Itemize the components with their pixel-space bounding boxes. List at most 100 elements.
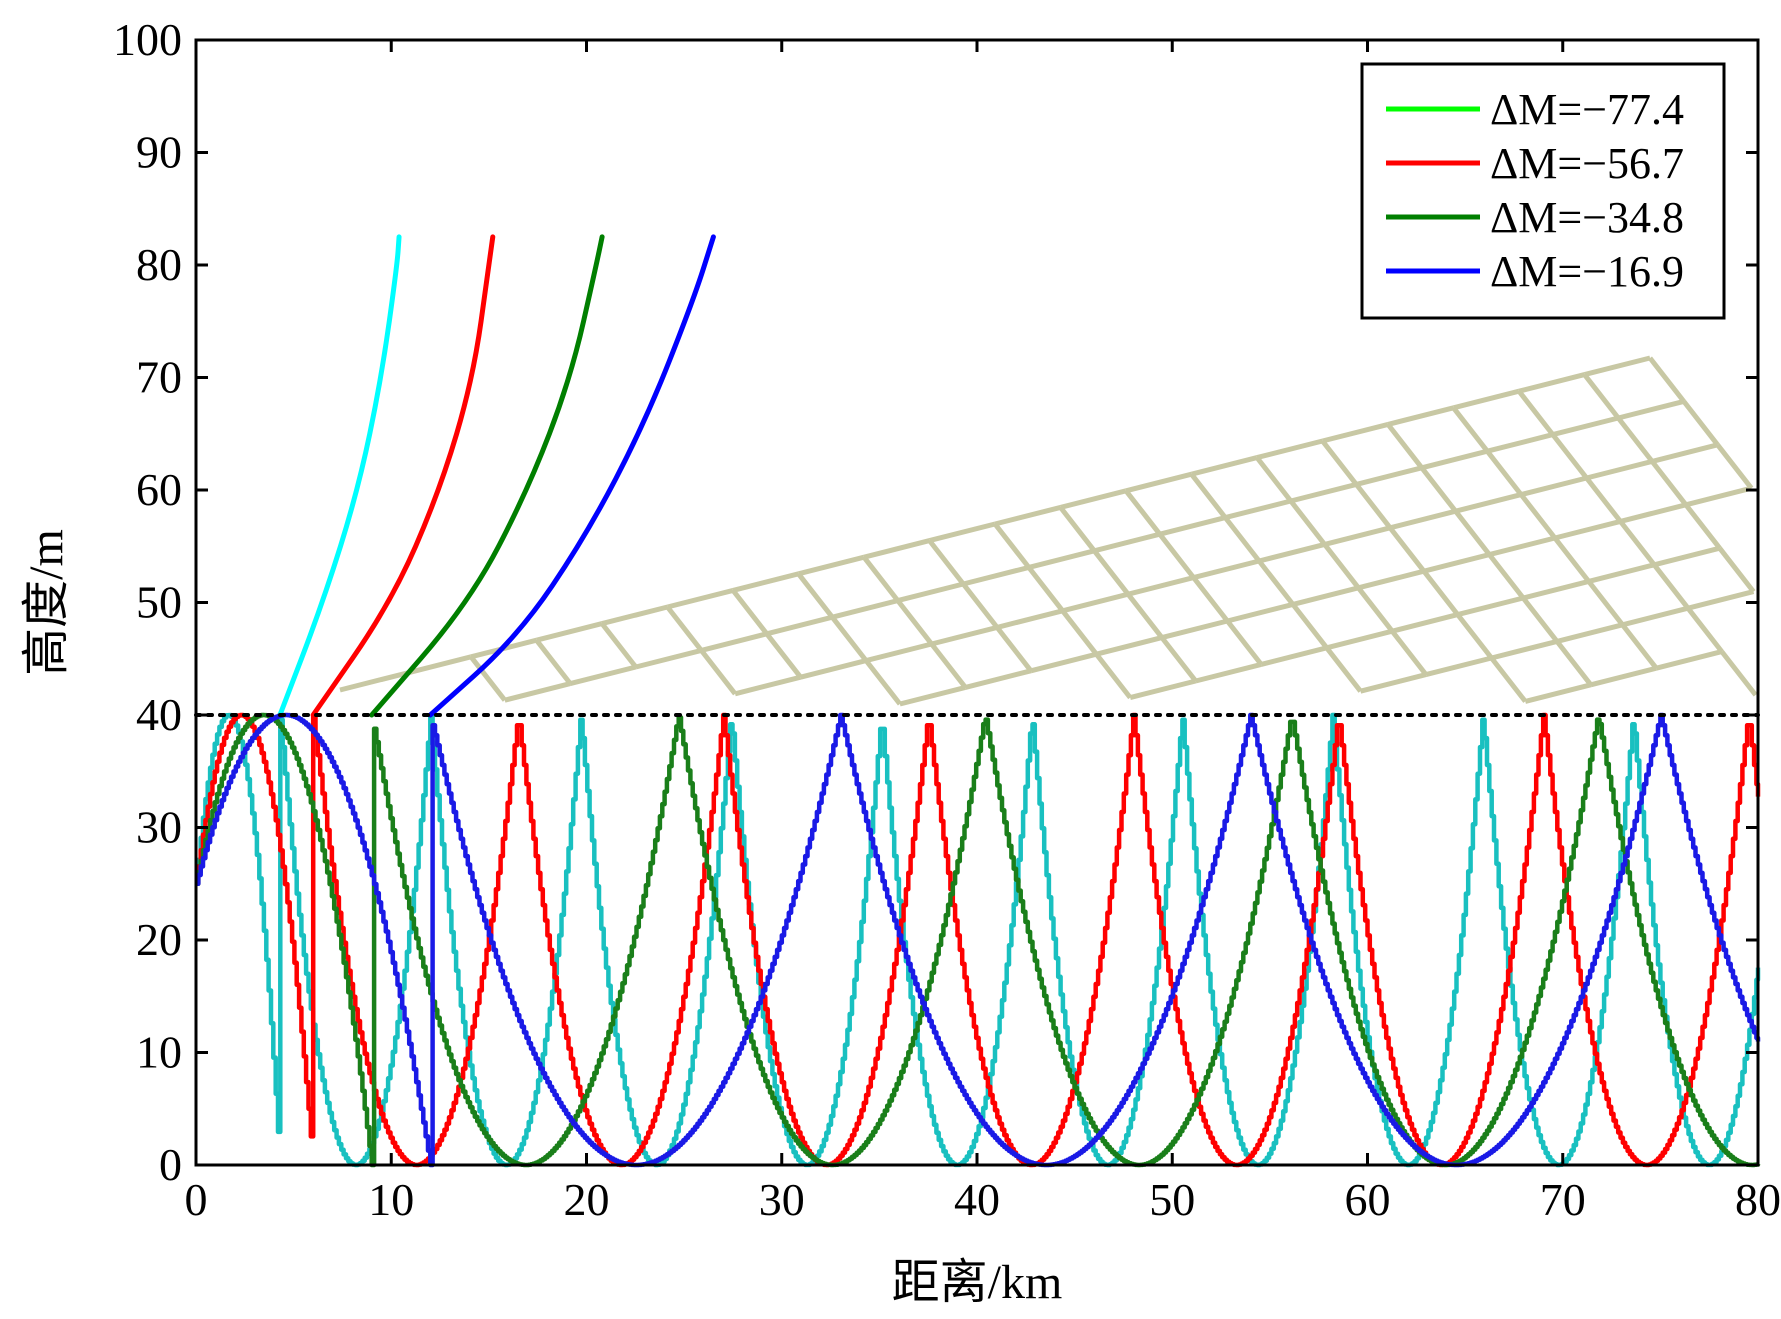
grid-overlay-segment <box>927 539 966 586</box>
grid-overlay-segment <box>964 668 1032 690</box>
grid-overlay-segment <box>930 624 998 647</box>
grid-overlay-segment <box>928 521 996 544</box>
y-tick-label: 90 <box>136 127 182 178</box>
grid-overlay-segment <box>1061 591 1129 614</box>
grid-overlay-segment <box>1127 575 1195 597</box>
grid-overlay-segment <box>1616 416 1655 463</box>
grid-overlay-segment <box>1584 476 1623 523</box>
grid-overlay-segment <box>996 608 1064 630</box>
grid-overlay-segment <box>1390 629 1428 677</box>
grid-overlay-segment <box>1093 531 1161 554</box>
grid-overlay-segment <box>1190 455 1258 477</box>
grid-overlay-segment <box>534 638 573 686</box>
grid-overlay-segment <box>1590 665 1657 688</box>
grid-overlay-segment <box>1555 639 1593 687</box>
x-tick-label: 30 <box>759 1174 805 1225</box>
x-tick-label: 80 <box>1735 1174 1781 1225</box>
grid-overlay-segment <box>1290 602 1329 650</box>
grid-overlay-segment <box>635 647 702 670</box>
series-1-escape-path <box>310 234 496 718</box>
legend-label: ΔM=−16.9 <box>1490 247 1684 296</box>
grid-overlay-segment <box>469 655 507 702</box>
grid-overlay-segment <box>1550 433 1589 480</box>
grid-overlay-segment <box>1652 563 1690 610</box>
grid-overlay-segment <box>1355 465 1423 487</box>
grid-overlay-segment <box>1452 388 1520 411</box>
legend: ΔM=−77.4 ΔM=−56.7 ΔM=−34.8 ΔM=−16.9 <box>1360 62 1726 320</box>
grid-overlay-segment <box>1519 493 1557 540</box>
grid-overlay-segment <box>895 599 934 646</box>
grid-overlay-segment <box>732 571 800 593</box>
series-2-trapped-path <box>196 712 1761 1168</box>
grid-overlay-segment <box>1321 421 1389 444</box>
series-2-escape-path <box>369 234 605 718</box>
series-3-escape-path <box>427 234 716 718</box>
y-tick-label: 50 <box>136 577 182 628</box>
x-tick-label: 40 <box>954 1174 1000 1225</box>
grid-overlay-segment <box>1517 389 1555 437</box>
grid-overlay-segment <box>1260 645 1328 667</box>
grid-overlay-segment <box>1520 475 1588 498</box>
grid-overlay-segment <box>1554 518 1622 541</box>
y-tick-label: 60 <box>136 464 182 515</box>
grid-overlay-segment <box>1357 568 1425 591</box>
grid-overlay-segment <box>862 555 900 603</box>
grid-overlay-segment <box>1386 422 1424 470</box>
grid-overlay-segment <box>1651 442 1719 464</box>
grid-overlay-segment <box>1256 438 1324 461</box>
grid-overlay-segment <box>1522 578 1590 601</box>
grid-overlay-segment <box>797 554 865 577</box>
grid-overlay-segment <box>1425 655 1493 678</box>
grid-overlay-segment <box>1518 372 1586 394</box>
grid-overlay-segment <box>700 631 768 653</box>
grid-overlay-segment <box>1583 355 1651 378</box>
y-tick-label: 40 <box>136 689 182 740</box>
grid-overlay-segment <box>1126 592 1164 640</box>
grid-overlay-segment <box>1028 548 1095 570</box>
grid-overlay-segment <box>1451 406 1490 453</box>
grid-overlay-segment <box>1387 405 1455 427</box>
grid-overlay-segment <box>1159 636 1198 683</box>
grid-overlay-segment <box>404 654 472 676</box>
x-tick-label: 10 <box>368 1174 414 1225</box>
grid-overlay-segment <box>1288 499 1327 546</box>
grid-overlay-segment <box>929 642 968 689</box>
grid-overlay-segment <box>799 658 867 680</box>
grid-overlay-segment <box>1717 546 1756 594</box>
grid-overlay-segment <box>1490 638 1558 661</box>
grid-overlay-segment <box>1195 661 1262 684</box>
grid-overlay-segment <box>897 581 964 604</box>
grid-overlay-segment <box>1224 498 1292 521</box>
grid-overlay-segment <box>1161 618 1229 641</box>
y-tick-label: 20 <box>136 914 182 965</box>
grid-overlay-segment <box>1094 652 1133 700</box>
grid-overlay-segment <box>1026 565 1065 613</box>
grid-overlay-segment <box>1488 535 1556 558</box>
x-axis-title: 距离/km <box>892 1256 1063 1309</box>
grid-overlay-segment <box>1320 439 1359 486</box>
legend-box <box>1360 62 1726 320</box>
grid-overlay-segment <box>601 604 669 627</box>
grid-overlay-segment <box>1423 552 1491 574</box>
grid-overlay-segment <box>1552 415 1619 438</box>
grid-overlay-segment <box>1095 635 1163 657</box>
grid-overlay-segment <box>1292 585 1360 607</box>
grid-overlay-segment <box>1685 485 1753 508</box>
grid-overlay-segment <box>1582 373 1621 420</box>
y-tick-label: 80 <box>136 239 182 290</box>
grid-overlay-segment <box>1453 509 1492 557</box>
grid-overlay-segment <box>339 670 407 693</box>
grid-overlay-segment <box>734 674 802 697</box>
grid-overlay-segment <box>1687 589 1755 611</box>
grid-overlay-segment <box>1719 650 1758 697</box>
grid-overlay-segment <box>1489 656 1528 703</box>
grid-overlay-segment <box>1686 606 1724 654</box>
grid-overlay-segment <box>1157 532 1196 580</box>
grid-overlay-segment <box>1129 678 1197 701</box>
grid-overlay-segment <box>1556 622 1624 644</box>
grid-overlay-segment <box>666 587 734 610</box>
grid-overlay-segment <box>1683 503 1722 550</box>
grid-overlay-segment <box>1389 508 1457 531</box>
grid-overlay-segment <box>1619 502 1687 524</box>
